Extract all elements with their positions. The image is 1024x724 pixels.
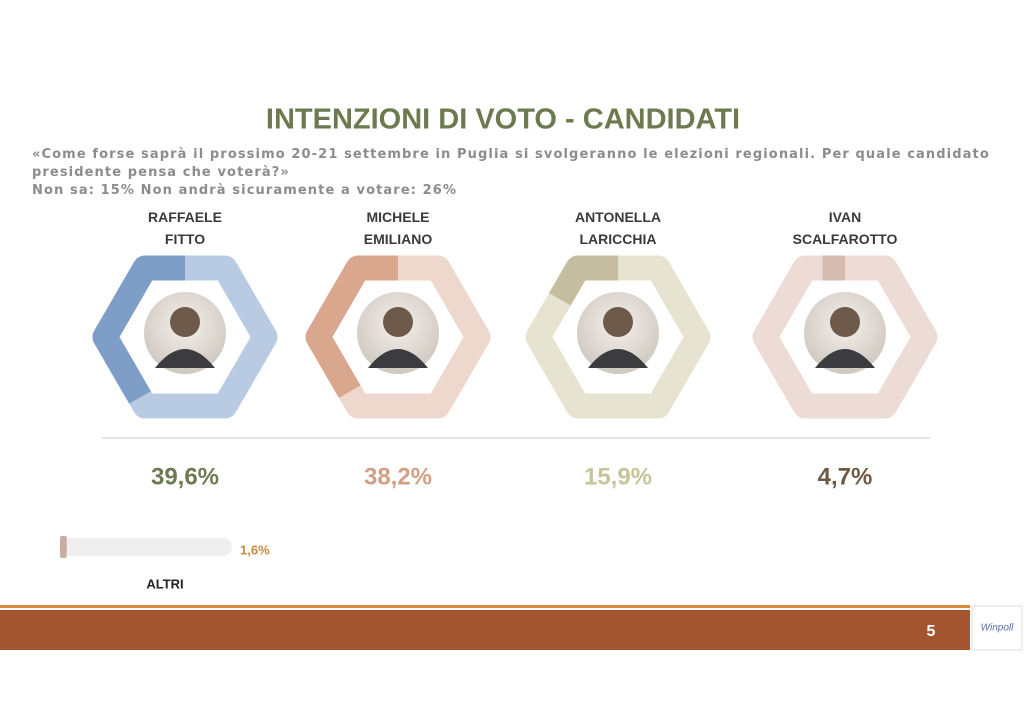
page-number: 5: [927, 623, 936, 640]
gauge-fill: [305, 255, 491, 419]
question: «Come forse saprà il prossimo 20-21 sett…: [32, 147, 990, 180]
photo-head: [830, 307, 860, 337]
footer-line: [0, 605, 970, 608]
others-name: ALTRI: [146, 576, 183, 591]
value-label: 39,6%: [151, 463, 219, 490]
photo-head: [383, 307, 413, 337]
footer-bar: [0, 610, 970, 650]
logo-box: [971, 605, 1023, 651]
photo-body: [368, 349, 428, 368]
candidate-name: ANTONELLA LARICCHIA: [575, 209, 661, 247]
logo: Winpoll: [981, 623, 1014, 634]
photo-body: [815, 349, 875, 368]
gauge-fill: [92, 255, 278, 419]
candidate-name: MICHELE EMILIANO: [364, 209, 433, 247]
value-label: 15,9%: [584, 463, 652, 490]
others-value-label: 1,6%: [240, 542, 270, 557]
photo-body: [588, 349, 648, 368]
gauge-track: [752, 255, 938, 419]
note: Non sa: 15% Non andrà sicuramente a vota…: [32, 183, 458, 198]
others-bar: [60, 536, 67, 558]
candidate-name: IVAN SCALFAROTTO: [793, 209, 898, 247]
photo-body: [155, 349, 215, 368]
photo-head: [170, 307, 200, 337]
value-label: 38,2%: [364, 463, 432, 490]
chart-title: INTENZIONI DI VOTO - CANDIDATI: [266, 104, 740, 136]
others-track: [62, 538, 232, 556]
candidate-name: RAFFAELE FITTO: [148, 209, 222, 247]
value-label: 4,7%: [818, 463, 873, 490]
gauge-fill: [525, 255, 711, 419]
photo-head: [603, 307, 633, 337]
